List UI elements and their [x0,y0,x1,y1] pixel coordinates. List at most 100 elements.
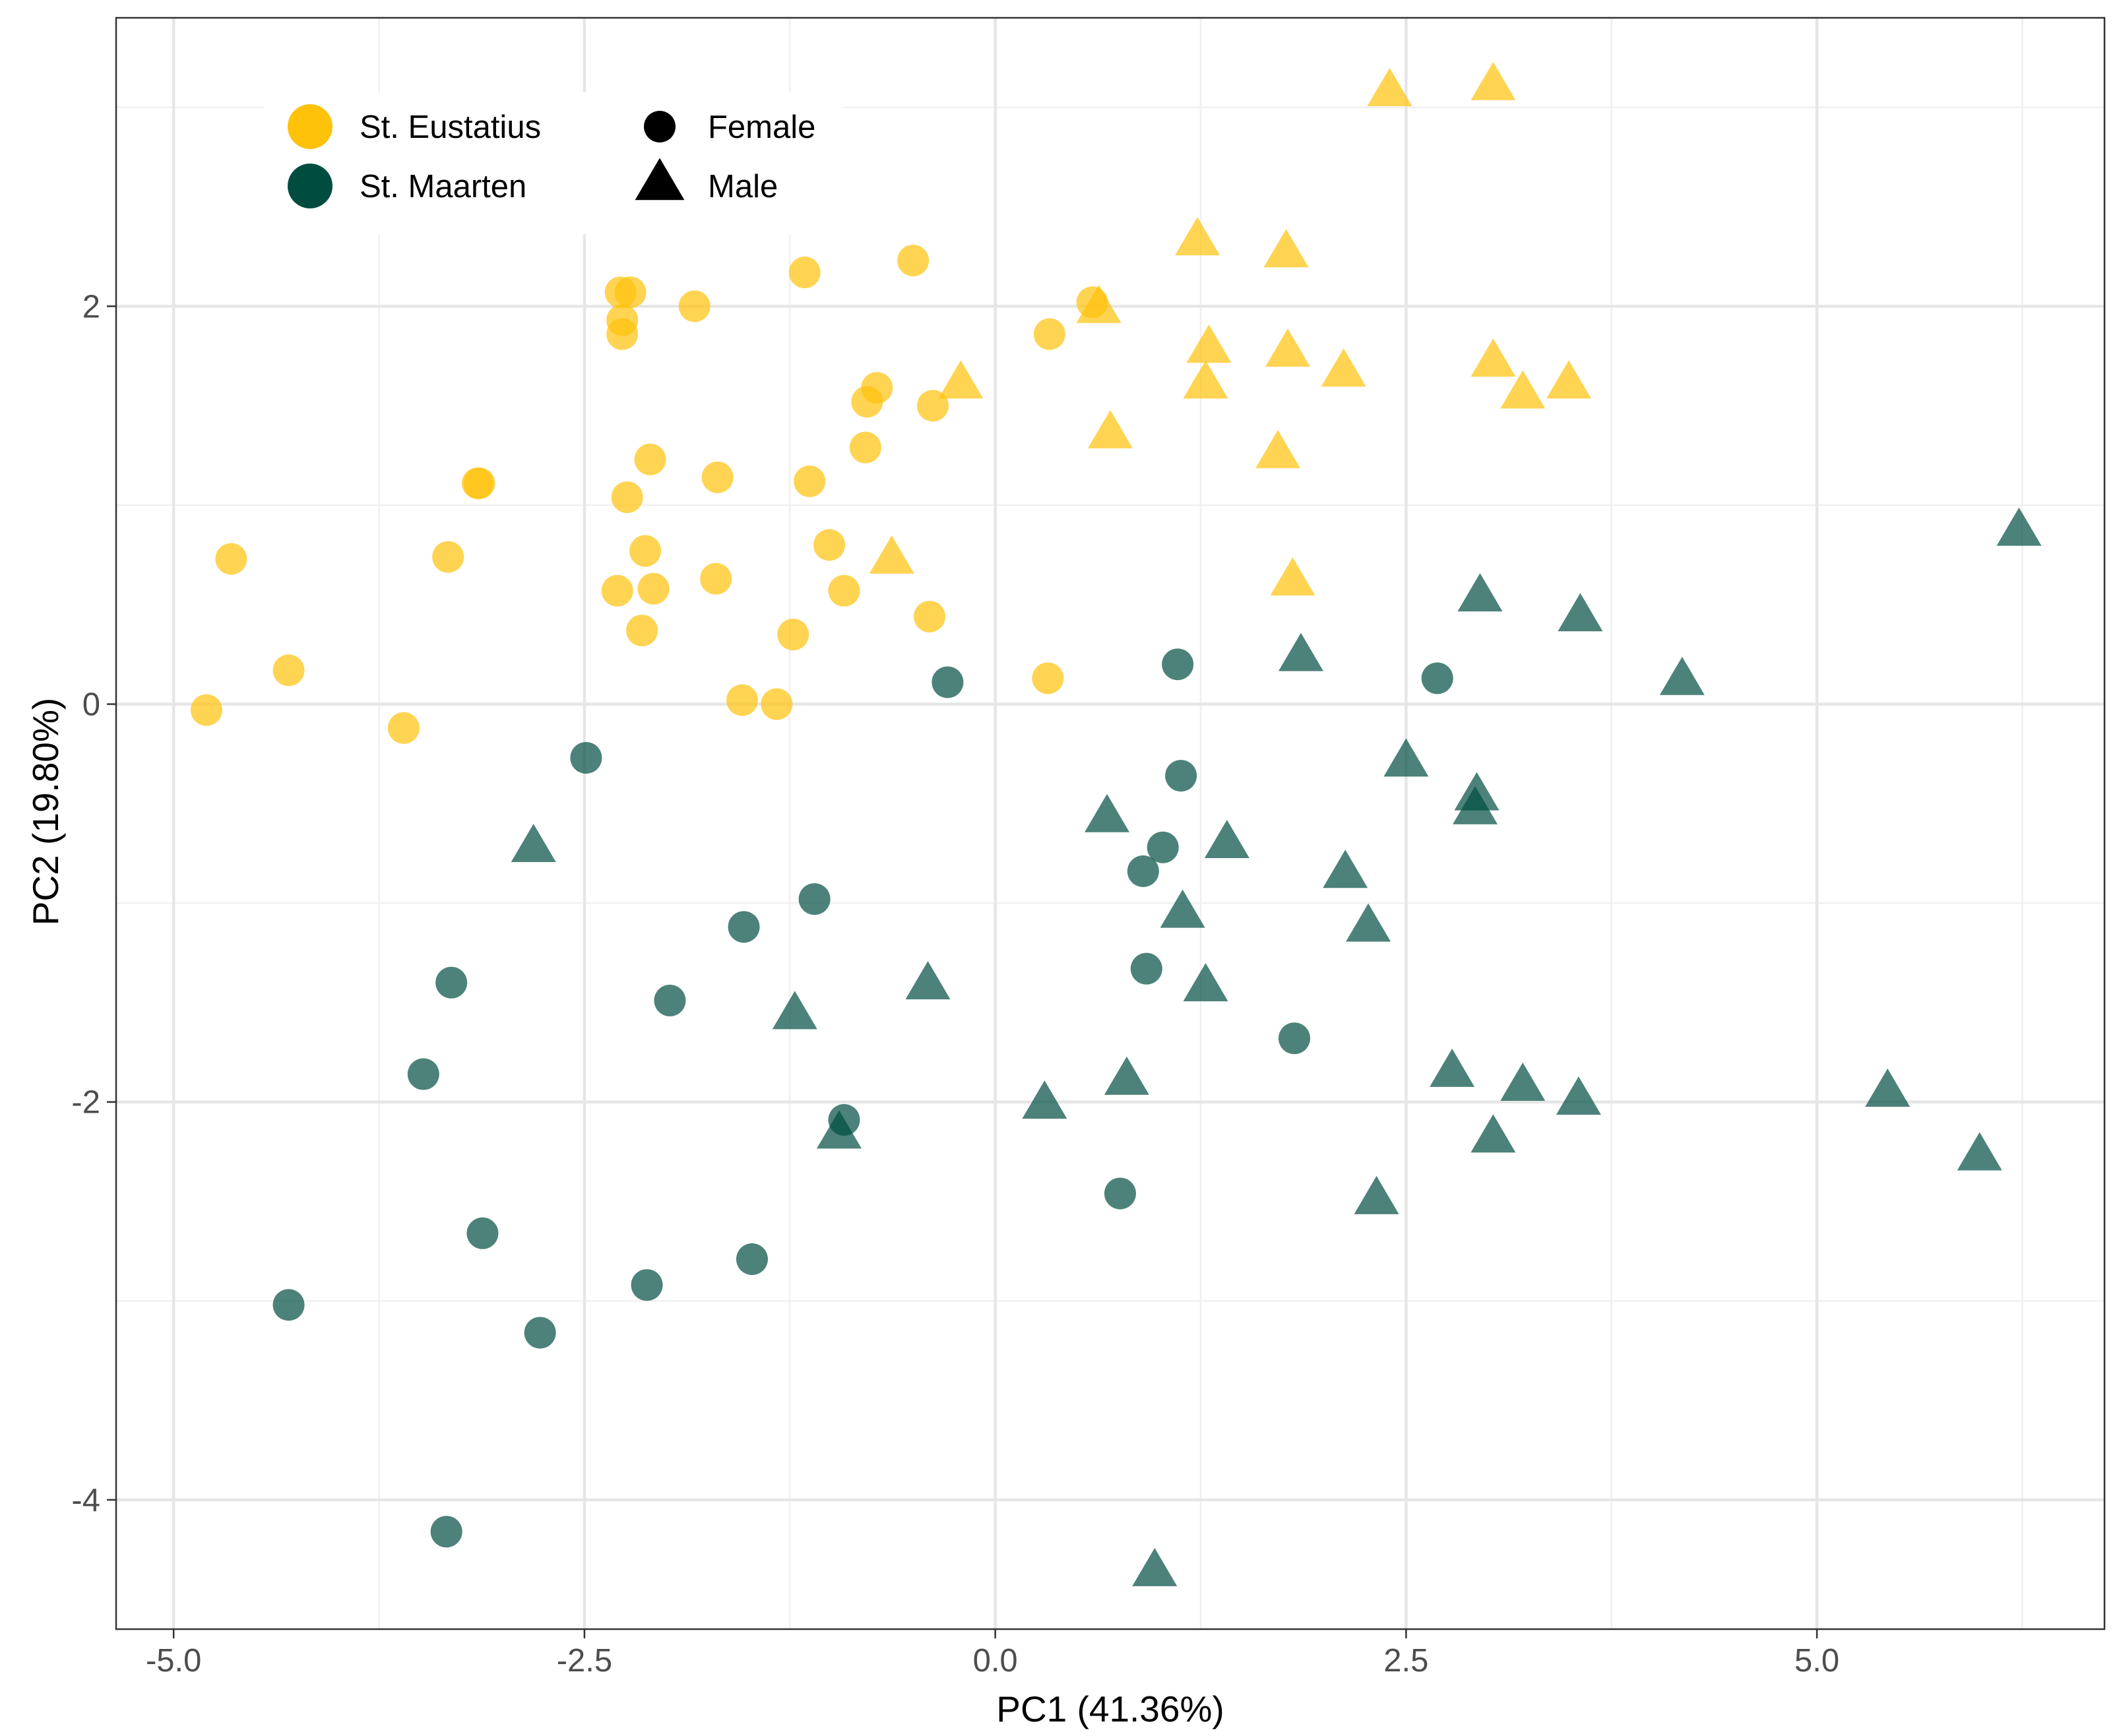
legend-shape-key [635,158,685,201]
point-male [1546,360,1591,399]
data-points [191,61,2042,1586]
x-tick-label: 5.0 [1794,1643,1839,1679]
point-male [869,535,914,574]
series-st-maarten-male [511,507,2042,1586]
point-female [777,618,809,650]
point-male [1022,1080,1067,1119]
point-female [524,1317,556,1349]
point-male [938,360,984,399]
point-male [1957,1132,2002,1171]
point-female [432,541,464,573]
point-male [1321,348,1366,387]
point-female [629,535,662,567]
legend-colour-label: St. Maarten [360,169,526,204]
point-male [1270,557,1315,596]
point-female [788,257,821,289]
point-male [1471,1114,1516,1153]
x-tick-label: -2.5 [557,1643,612,1679]
point-male [1471,338,1516,377]
point-male [1865,1069,1911,1107]
point-female [654,984,686,1016]
y-axis-title: PC2 (19.80%) [25,698,66,925]
point-female [614,276,647,309]
point-female [570,741,602,774]
point-female [1104,1177,1136,1210]
point-male [1265,328,1311,367]
point-female [828,574,860,607]
point-male [1659,656,1705,695]
point-female [611,481,643,513]
legend-shape-label: Female [708,109,815,145]
point-male [1160,889,1205,928]
point-female [435,966,468,999]
point-male [905,961,951,1000]
y-tick-label: 2 [82,289,100,325]
point-female [272,654,305,687]
point-female [626,614,658,646]
legend-colour-label: St. Eustatius [360,109,541,145]
point-male [1183,963,1228,1002]
legend-colour-key [288,104,332,149]
point-male [1367,67,1412,106]
point-male [1278,633,1323,671]
point-female [215,543,247,575]
point-female [387,712,420,744]
point-female [272,1289,305,1321]
axes: -5.0 -2.5 0.0 2.5 5.0 -4 -2 0 2 [71,289,1839,1679]
point-female [678,290,711,323]
point-female [736,1243,768,1276]
point-female [813,529,846,561]
series-st-eustatius-female [191,244,1108,744]
point-male [1088,410,1133,449]
point-male [772,991,817,1030]
y-tick-label: 0 [82,687,100,723]
point-female [1032,662,1064,695]
x-tick-label: 2.5 [1383,1643,1428,1679]
x-axis-title: PC1 (41.36%) [996,1689,1224,1729]
point-female [191,694,222,726]
point-female [606,318,639,350]
point-female [726,684,759,716]
point-female [914,600,945,633]
point-female [1421,662,1453,695]
point-male [1175,217,1220,256]
legend-shape-key [644,111,676,142]
point-female [798,883,831,915]
point-female [634,443,666,476]
point-female [1127,855,1159,887]
point-female [463,467,495,499]
point-male [1263,229,1309,268]
point-female [932,666,964,698]
point-male [1430,1048,1475,1087]
point-female [700,563,732,595]
point-female [861,371,893,404]
point-female [701,461,734,493]
point-male [1558,593,1603,632]
series-st-eustatius-male [869,61,1591,596]
point-female [1162,648,1194,681]
legend-colour-key [288,164,332,208]
legend: St. Eustatius St. Maarten Female Male [264,92,844,234]
y-tick-label: -2 [71,1085,100,1121]
point-female [430,1516,462,1548]
point-male [1132,1547,1178,1586]
point-male [1457,573,1503,612]
point-female [1278,1022,1310,1055]
y-tick-label: -4 [71,1483,100,1518]
point-female [1165,760,1197,792]
point-female [601,574,633,607]
point-female [1130,952,1162,985]
point-female [637,573,670,605]
point-male [1186,325,1232,363]
point-female [407,1058,439,1090]
point-female [631,1269,663,1301]
point-male [1383,738,1429,777]
point-male [1556,1076,1601,1115]
point-male [1354,1175,1399,1214]
point-male [1500,370,1546,409]
legend-background [264,92,844,234]
plot-panel-border [115,16,2106,1630]
point-female [761,688,793,720]
point-male [1346,903,1391,942]
point-female [466,1217,499,1249]
